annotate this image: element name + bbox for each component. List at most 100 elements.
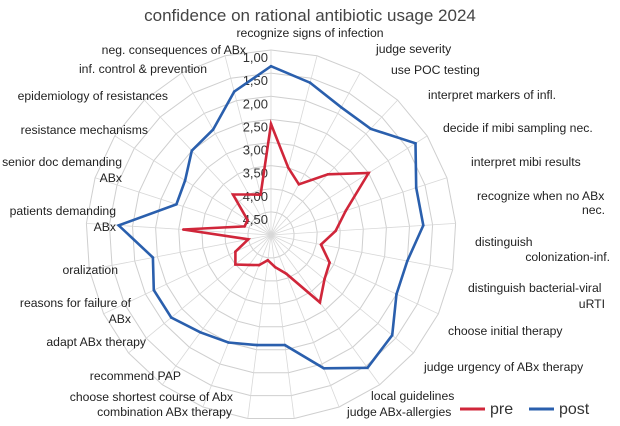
data-point-post	[366, 366, 369, 370]
category-label: combination ABx therapy	[97, 405, 233, 419]
grid-ring	[155, 118, 387, 351]
grid-ring	[108, 72, 434, 397]
grid-spoke	[270, 234, 381, 385]
category-label: ABx	[100, 171, 122, 185]
grid-spoke	[270, 234, 439, 315]
category-labels: recognize signs of infection judge severi…	[2, 26, 610, 419]
data-point-post	[414, 142, 417, 145]
category-label: recognize when no ABx	[477, 189, 604, 203]
category-label: patients demanding	[10, 204, 116, 218]
grid-spoke	[144, 99, 272, 236]
data-point-post	[283, 343, 287, 347]
series-line-post	[116, 64, 425, 370]
category-label: neg. consequences of ABx	[102, 43, 246, 57]
category-label: ABx	[109, 312, 131, 326]
category-label: recommend PAP	[90, 369, 181, 383]
data-point-pre	[247, 238, 250, 241]
data-point-pre	[344, 209, 348, 212]
category-label: resistance mechanisms	[21, 123, 148, 137]
radial-tick-label: 2,00	[243, 96, 268, 111]
grid-spoke	[247, 234, 272, 419]
data-point-post	[190, 149, 194, 152]
data-point-pre	[234, 250, 237, 253]
data-point-pre	[287, 166, 290, 170]
data-point-pre	[318, 301, 322, 304]
data-point-pre	[319, 243, 323, 246]
grid-ring	[247, 211, 295, 259]
data-point-post	[151, 256, 155, 259]
radial-tick-label: 3,00	[243, 143, 268, 158]
category-label: judge urgency of ABx therapy	[423, 360, 584, 374]
data-point-post	[390, 333, 394, 337]
category-label: decide if mibi sampling nec.	[443, 121, 593, 135]
grid-ring	[201, 165, 341, 305]
legend-label-pre: pre	[490, 401, 513, 418]
data-point-pre	[285, 272, 288, 276]
data-point-pre	[259, 193, 262, 196]
category-label: reasons for failure of	[20, 296, 132, 310]
grid-spoke	[270, 72, 361, 236]
data-series	[116, 64, 425, 370]
data-point-post	[199, 331, 202, 334]
grid-ring	[178, 141, 364, 328]
grid-spoke	[270, 234, 414, 354]
data-point-post	[369, 127, 373, 131]
radial-tick-label: 4,50	[243, 212, 268, 227]
data-point-pre	[246, 218, 249, 222]
data-point-post	[422, 224, 425, 227]
legend-label-post: post	[559, 401, 590, 418]
grid-spoke	[270, 177, 448, 236]
chart-title: confidence on rational antibiotic usage …	[144, 6, 476, 25]
category-label: colonization-inf.	[525, 250, 610, 264]
data-point-pre	[323, 277, 326, 281]
radial-tick-label: 3,50	[243, 166, 268, 181]
radial-tick-label: 1,50	[243, 73, 268, 88]
category-label: inf. control & prevention	[79, 62, 207, 76]
grid-spoke	[270, 55, 318, 236]
category-label: judge ABx-allergies	[346, 405, 451, 419]
category-label: local guidelines	[371, 389, 454, 403]
grid-spoke	[181, 72, 272, 236]
data-point-pre	[247, 193, 250, 196]
grid-spoke	[128, 234, 272, 354]
category-label: judge severity	[375, 42, 452, 56]
data-point-pre	[248, 263, 251, 267]
data-point-pre	[326, 173, 330, 176]
category-label: distinguish	[475, 235, 533, 249]
data-point-post	[269, 64, 273, 68]
data-point-post	[175, 203, 178, 206]
data-point-pre	[297, 183, 301, 186]
category-label: interpret mibi results	[471, 155, 581, 169]
data-point-pre	[231, 193, 235, 196]
category-label: use POC testing	[391, 63, 480, 77]
radial-tick-label: 4,00	[243, 189, 268, 204]
category-label: interpret markers of infl.	[428, 88, 556, 102]
grid-spoke	[103, 234, 272, 315]
grid-spoke	[270, 99, 398, 236]
radial-tick-label: 1,00	[243, 50, 268, 65]
grid-spoke	[114, 135, 272, 236]
radial-tick-labels: 1,00 1,50 2,00 2,50 3,00 3,50 4,00 4,50	[243, 50, 268, 227]
data-point-pre	[269, 122, 273, 126]
data-point-post	[227, 341, 230, 344]
radar-grid	[85, 49, 457, 419]
data-point-pre	[266, 258, 270, 262]
data-point-pre	[273, 265, 277, 269]
data-point-post	[152, 288, 156, 292]
data-point-post	[322, 367, 326, 370]
category-label: choose shortest course of Abx	[70, 390, 233, 404]
data-point-post	[211, 128, 215, 131]
grid-ring	[131, 95, 411, 374]
data-point-post	[232, 90, 236, 93]
category-label: senior doc demanding	[2, 155, 122, 169]
grid-spoke	[270, 234, 453, 271]
grid-spoke	[202, 234, 272, 408]
category-label: adapt ABx therapy	[46, 335, 147, 349]
data-point-pre	[234, 263, 237, 266]
category-label: distinguish bacterial-viral	[468, 281, 601, 295]
category-label: ABx	[94, 220, 116, 234]
category-label: epidemiology of resistances	[18, 89, 168, 103]
grid-spoke	[224, 55, 272, 236]
data-point-post	[406, 259, 409, 263]
